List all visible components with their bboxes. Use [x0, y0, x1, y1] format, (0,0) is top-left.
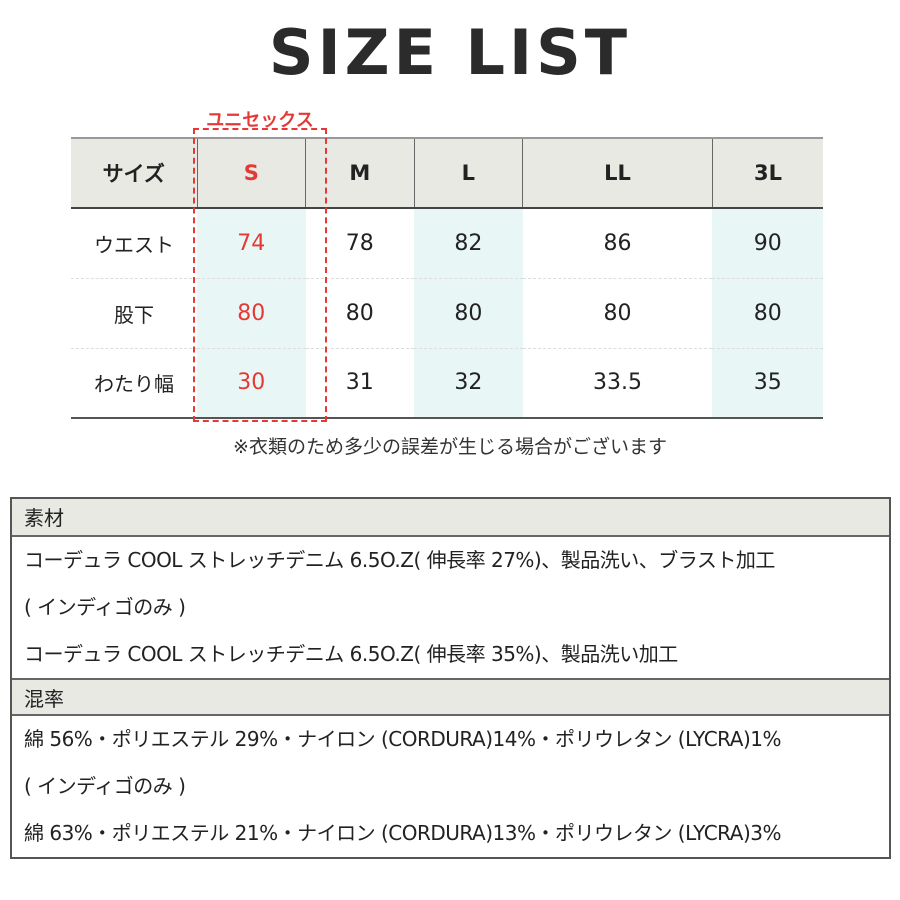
- cell: 80: [197, 278, 306, 349]
- cell: 74: [197, 208, 306, 279]
- cell: 78: [305, 208, 415, 279]
- cell: 30: [197, 348, 306, 419]
- blend-heading: 混率: [12, 678, 889, 716]
- page-title: SIZE LIST: [268, 16, 632, 89]
- material-line: コーデュラ COOL ストレッチデニム 6.5O.Z( 伸長率 27%)、製品洗…: [24, 548, 775, 572]
- cell: 33.5: [522, 348, 713, 419]
- cell: 31: [305, 348, 415, 419]
- material-heading: 素材: [12, 499, 889, 537]
- material-line: コーデュラ COOL ストレッチデニム 6.5O.Z( 伸長率 35%)、製品洗…: [24, 642, 678, 666]
- size-table: サイズ S M L LL 3L ウエスト 74 78 82 86 90 股下 8…: [71, 137, 823, 419]
- cell: 80: [305, 278, 415, 349]
- header-s: S: [196, 137, 306, 209]
- unisex-label: ユニセックス: [206, 110, 314, 131]
- cell: 90: [712, 208, 823, 279]
- blend-line: 綿 56%・ポリエステル 29%・ナイロン (CORDURA)14%・ポリウレタ…: [24, 727, 781, 751]
- table-row: わたり幅 30 31 32 33.5 35: [71, 348, 823, 419]
- header-row: サイズ S M L LL 3L: [71, 137, 823, 209]
- cell: 80: [522, 278, 713, 349]
- row-label: 股下: [71, 278, 197, 349]
- table-row: ウエスト 74 78 82 86 90: [71, 208, 823, 279]
- cell: 86: [522, 208, 713, 279]
- table-row: 股下 80 80 80 80 80: [71, 278, 823, 349]
- header-ll: LL: [522, 137, 713, 209]
- size-note: ※衣類のため多少の誤差が生じる場合がございます: [233, 436, 667, 458]
- header-l: L: [413, 137, 523, 209]
- blend-line: 綿 63%・ポリエステル 21%・ナイロン (CORDURA)13%・ポリウレタ…: [24, 821, 781, 845]
- cell: 35: [712, 348, 823, 419]
- header-m: M: [305, 137, 415, 209]
- cell: 80: [712, 278, 823, 349]
- unisex-highlight-box: [193, 128, 327, 422]
- header-3l: 3L: [711, 137, 823, 209]
- row-label: ウエスト: [71, 208, 197, 279]
- cell: 82: [414, 208, 523, 279]
- blend-line: ( インディゴのみ ): [24, 774, 186, 798]
- cell: 32: [414, 348, 523, 419]
- header-size: サイズ: [71, 137, 197, 209]
- material-line: ( インディゴのみ ): [24, 595, 186, 619]
- cell: 80: [414, 278, 523, 349]
- row-label: わたり幅: [71, 348, 197, 419]
- material-box: 素材 コーデュラ COOL ストレッチデニム 6.5O.Z( 伸長率 27%)、…: [10, 497, 891, 859]
